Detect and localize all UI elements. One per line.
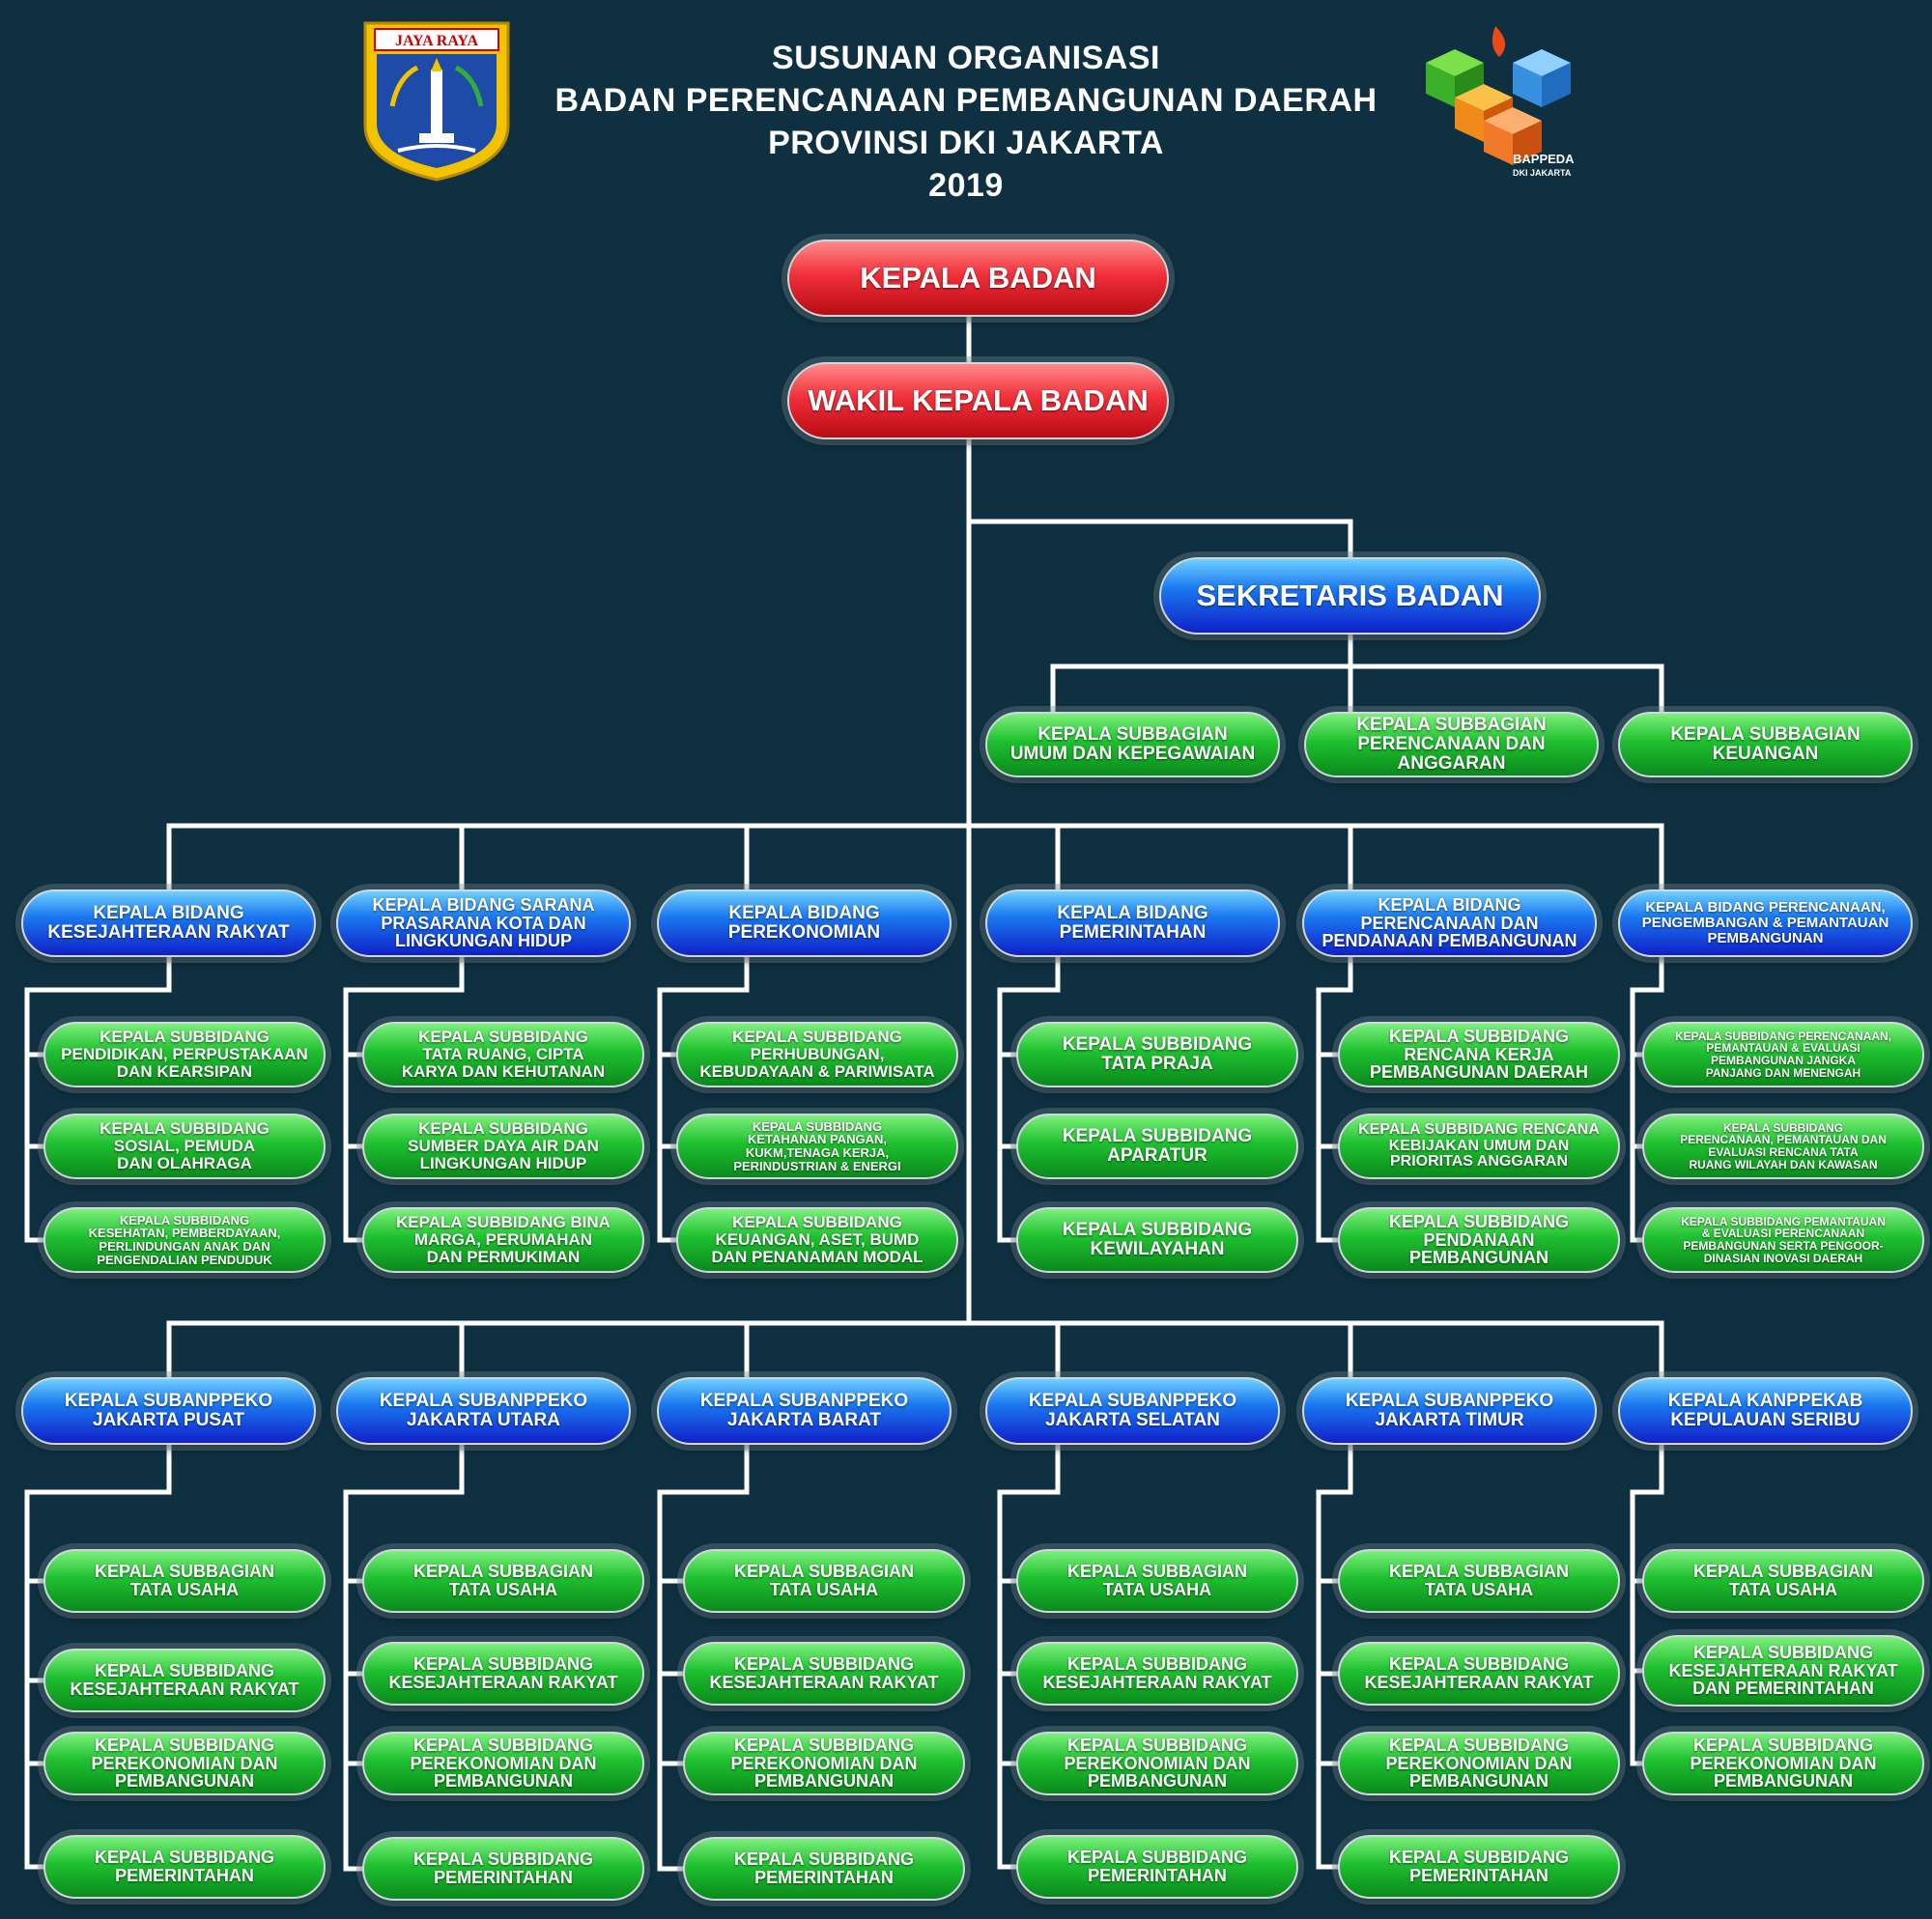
subbidang-tata-ruang: KEPALA SUBBIDANG TATA RUANG, CIPTA KARYA…: [362, 1022, 644, 1087]
subbidang-rencana-kerja: KEPALA SUBBIDANG RENCANA KERJA PEMBANGUN…: [1338, 1022, 1620, 1087]
dki-jakarta-emblem-logo: JAYA RAYA: [363, 21, 510, 182]
subanppeko-jakarta-pusat: KEPALA SUBANPPEKO JAKARTA PUSAT: [21, 1377, 316, 1445]
title-line-1: SUSUNAN ORGANISASI: [772, 40, 1160, 76]
subbidang-sumber-daya-air: KEPALA SUBBIDANG SUMBER DAYA AIR DAN LIN…: [362, 1114, 644, 1179]
timur-subbidang-pemerintahan: KEPALA SUBBIDANG PEMERINTAHAN: [1338, 1835, 1620, 1899]
bappeda-logo-text: BAPPEDA: [1513, 152, 1575, 166]
subbidang-aparatur: KEPALA SUBBIDANG APARATUR: [1016, 1114, 1298, 1179]
subanppeko-jakarta-selatan: KEPALA SUBANPPEKO JAKARTA SELATAN: [985, 1377, 1280, 1445]
seribu-subbidang-ekbang: KEPALA SUBBIDANG PEREKONOMIAN DAN PEMBAN…: [1642, 1732, 1924, 1795]
subanppeko-jakarta-utara: KEPALA SUBANPPEKO JAKARTA UTARA: [336, 1377, 631, 1445]
selatan-subbidang-kesra: KEPALA SUBBIDANG KESEJAHTERAAN RAKYAT: [1016, 1642, 1298, 1706]
logo-motto: JAYA RAYA: [395, 33, 479, 49]
utara-subbidang-kesra: KEPALA SUBBIDANG KESEJAHTERAAN RAKYAT: [362, 1642, 644, 1706]
bidang-kesejahteraan-rakyat: KEPALA BIDANG KESEJAHTERAAN RAKYAT: [21, 889, 316, 957]
seribu-subbidang-kesra-pemerintahan: KEPALA SUBBIDANG KESEJAHTERAAN RAKYAT DA…: [1642, 1635, 1924, 1707]
subbidang-kesehatan: KEPALA SUBBIDANG KESEHATAN, PEMBERDAYAAN…: [43, 1207, 326, 1273]
subbidang-pendidikan: KEPALA SUBBIDANG PENDIDIKAN, PERPUSTAKAA…: [43, 1022, 326, 1087]
title-line-3: PROVINSI DKI JAKARTA: [768, 125, 1164, 161]
bidang-pemerintahan: KEPALA BIDANG PEMERINTAHAN: [985, 889, 1280, 957]
kanppekab-kepulauan-seribu: KEPALA KANPPEKAB KEPULAUAN SERIBU: [1618, 1377, 1913, 1445]
title-line-2: BADAN PERENCANAAN PEMBANGUNAN DAERAH: [554, 82, 1378, 119]
barat-subbidang-ekbang: KEPALA SUBBIDANG PEREKONOMIAN DAN PEMBAN…: [683, 1732, 965, 1795]
barat-subbidang-pemerintahan: KEPALA SUBBIDANG PEMERINTAHAN: [683, 1837, 965, 1901]
subbidang-rencana-kebijakan: KEPALA SUBBIDANG RENCANA KEBIJAKAN UMUM …: [1338, 1114, 1620, 1179]
subbidang-sosial: KEPALA SUBBIDANG SOSIAL, PEMUDA DAN OLAH…: [43, 1114, 326, 1179]
chart-title: SUSUNAN ORGANISASI BADAN PERENCANAAN PEM…: [435, 37, 1497, 207]
subbidang-jangka-panjang: KEPALA SUBBIDANG PERENCANAAN, PEMANTAUAN…: [1642, 1022, 1924, 1087]
bidang-perencanaan-pengembangan: KEPALA BIDANG PERENCANAAN, PENGEMBANGAN …: [1618, 889, 1913, 957]
pusat-subbidang-pemerintahan: KEPALA SUBBIDANG PEMERINTAHAN: [43, 1835, 326, 1899]
utara-subbagian-tata-usaha: KEPALA SUBBAGIAN TATA USAHA: [362, 1549, 644, 1613]
selatan-subbidang-ekbang: KEPALA SUBBIDANG PEREKONOMIAN DAN PEMBAN…: [1016, 1732, 1298, 1795]
subbidang-tata-praja: KEPALA SUBBIDANG TATA PRAJA: [1016, 1022, 1298, 1087]
barat-subbidang-kesra: KEPALA SUBBIDANG KESEJAHTERAAN RAKYAT: [683, 1642, 965, 1706]
subbagian-umum-kepegawaian: KEPALA SUBBAGIAN UMUM DAN KEPEGAWAIAN: [985, 712, 1280, 777]
subbidang-tata-ruang-wilayah: KEPALA SUBBIDANG PERENCANAAN, PEMANTAUAN…: [1642, 1114, 1924, 1179]
subbidang-kewilayahan: KEPALA SUBBIDANG KEWILAYAHAN: [1016, 1207, 1298, 1273]
wakil-kepala-badan-box: WAKIL KEPALA BADAN: [787, 362, 1169, 439]
kepala-badan-box: KEPALA BADAN: [787, 240, 1169, 317]
barat-subbagian-tata-usaha: KEPALA SUBBAGIAN TATA USAHA: [683, 1549, 965, 1613]
seribu-subbagian-tata-usaha: KEPALA SUBBAGIAN TATA USAHA: [1642, 1549, 1924, 1613]
subanppeko-jakarta-barat: KEPALA SUBANPPEKO JAKARTA BARAT: [657, 1377, 952, 1445]
subbidang-pendanaan: KEPALA SUBBIDANG PENDANAAN PEMBANGUNAN: [1338, 1207, 1620, 1273]
subbidang-bina-marga: KEPALA SUBBIDANG BINA MARGA, PERUMAHAN D…: [362, 1207, 644, 1273]
bappeda-logo: BAPPEDA DKI JAKARTA: [1426, 26, 1575, 178]
timur-subbidang-ekbang: KEPALA SUBBIDANG PEREKONOMIAN DAN PEMBAN…: [1338, 1732, 1620, 1795]
pusat-subbidang-kesra: KEPALA SUBBIDANG KESEJAHTERAAN RAKYAT: [43, 1649, 326, 1712]
utara-subbidang-pemerintahan: KEPALA SUBBIDANG PEMERINTAHAN: [362, 1837, 644, 1901]
subbagian-keuangan: KEPALA SUBBAGIAN KEUANGAN: [1618, 712, 1913, 777]
selatan-subbagian-tata-usaha: KEPALA SUBBAGIAN TATA USAHA: [1016, 1549, 1298, 1613]
bidang-perekonomian: KEPALA BIDANG PEREKONOMIAN: [657, 889, 952, 957]
bappeda-logo-subtext: DKI JAKARTA: [1513, 168, 1572, 178]
bidang-perencanaan-pendanaan: KEPALA BIDANG PERENCANAAN DAN PENDANAAN …: [1302, 889, 1597, 957]
selatan-subbidang-pemerintahan: KEPALA SUBBIDANG PEMERINTAHAN: [1016, 1835, 1298, 1899]
pusat-subbidang-ekbang: KEPALA SUBBIDANG PEREKONOMIAN DAN PEMBAN…: [43, 1732, 326, 1795]
subbidang-perhubungan: KEPALA SUBBIDANG PERHUBUNGAN, KEBUDAYAAN…: [676, 1022, 958, 1087]
subanppeko-jakarta-timur: KEPALA SUBANPPEKO JAKARTA TIMUR: [1302, 1377, 1597, 1445]
timur-subbagian-tata-usaha: KEPALA SUBBAGIAN TATA USAHA: [1338, 1549, 1620, 1613]
subbidang-keuangan-aset: KEPALA SUBBIDANG KEUANGAN, ASET, BUMD DA…: [676, 1207, 958, 1273]
subbagian-perencanaan-anggaran: KEPALA SUBBAGIAN PERENCANAAN DAN ANGGARA…: [1304, 712, 1599, 777]
subbidang-inovasi-daerah: KEPALA SUBBIDANG PEMANTAUAN & EVALUASI P…: [1642, 1207, 1924, 1273]
timur-subbidang-kesra: KEPALA SUBBIDANG KESEJAHTERAAN RAKYAT: [1338, 1642, 1620, 1706]
pusat-subbagian-tata-usaha: KEPALA SUBBAGIAN TATA USAHA: [43, 1549, 326, 1613]
utara-subbidang-ekbang: KEPALA SUBBIDANG PEREKONOMIAN DAN PEMBAN…: [362, 1732, 644, 1795]
subbidang-ketahanan-pangan: KEPALA SUBBIDANG KETAHANAN PANGAN, KUKM,…: [676, 1114, 958, 1179]
title-line-4: 2019: [928, 167, 1004, 204]
bidang-sarana-prasarana: KEPALA BIDANG SARANA PRASARANA KOTA DAN …: [336, 889, 631, 957]
sekretaris-badan-box: SEKRETARIS BADAN: [1159, 557, 1541, 635]
